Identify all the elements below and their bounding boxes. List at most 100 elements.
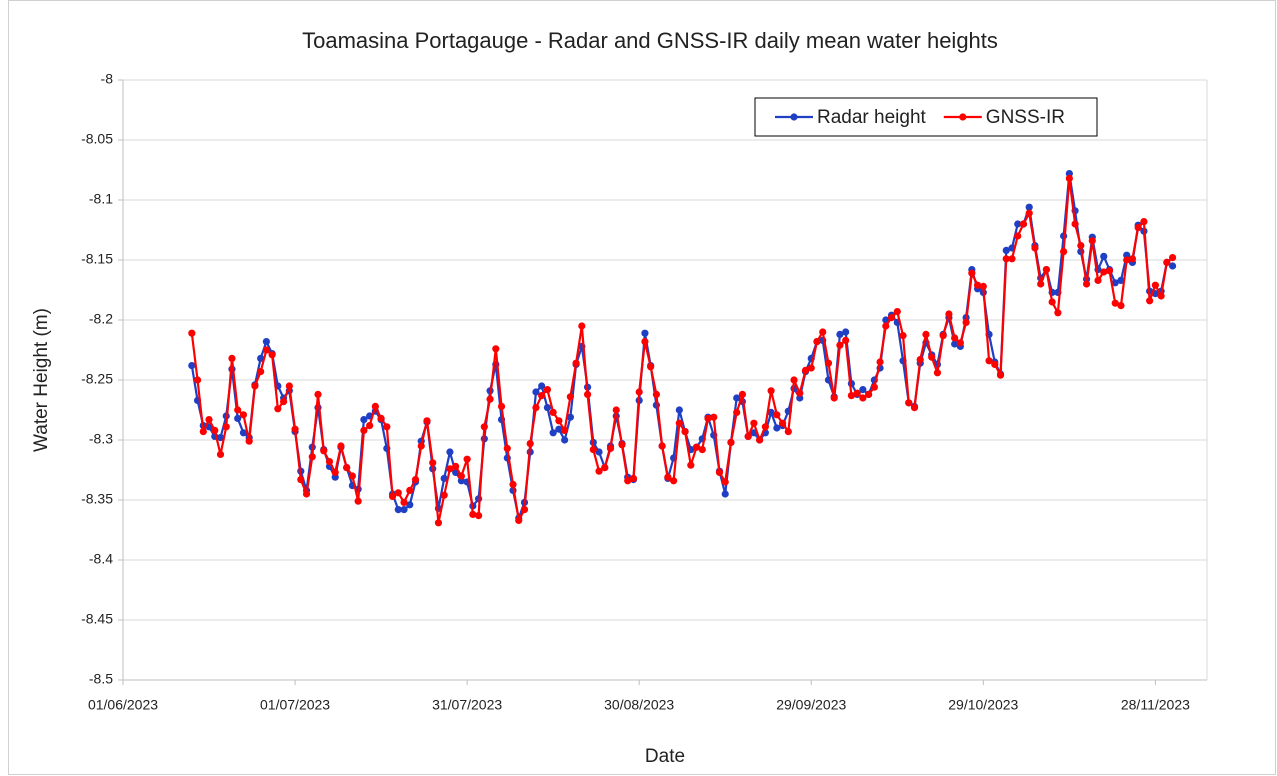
- data-point: [222, 423, 230, 431]
- data-point: [979, 282, 987, 290]
- data-point: [1088, 237, 1096, 245]
- data-point: [452, 462, 460, 470]
- data-point: [561, 426, 569, 434]
- data-point: [710, 413, 718, 421]
- data-point: [824, 359, 833, 367]
- data-point: [279, 398, 288, 406]
- data-point: [922, 330, 930, 338]
- data-point: [549, 429, 557, 437]
- data-point: [543, 386, 552, 394]
- data-point: [463, 455, 471, 463]
- data-point: [400, 498, 408, 506]
- data-point: [239, 411, 248, 419]
- data-point: [778, 419, 787, 427]
- data-point: [377, 414, 385, 422]
- y-tick-label: -8.1: [89, 191, 113, 207]
- data-point: [876, 358, 884, 366]
- data-point: [360, 416, 368, 424]
- data-point: [1100, 252, 1108, 260]
- data-point: [520, 506, 529, 514]
- data-point: [996, 371, 1005, 379]
- data-point: [612, 406, 620, 414]
- data-point: [274, 405, 282, 413]
- data-point: [228, 354, 236, 362]
- data-point: [968, 269, 976, 277]
- data-point: [635, 388, 643, 396]
- data-point: [1111, 299, 1119, 307]
- data-point: [692, 443, 701, 451]
- data-point: [549, 408, 557, 416]
- y-tick-label: -8.35: [81, 491, 113, 507]
- data-point: [400, 506, 408, 514]
- data-point: [819, 328, 827, 336]
- data-point: [807, 364, 815, 372]
- data-point: [1014, 232, 1022, 240]
- x-tick-label: 29/09/2023: [776, 697, 846, 713]
- data-point: [388, 492, 397, 500]
- data-point: [629, 474, 638, 482]
- data-point: [371, 402, 379, 410]
- data-point: [595, 448, 603, 456]
- data-point: [882, 322, 890, 330]
- data-point: [457, 472, 465, 480]
- data-point: [767, 387, 775, 395]
- data-point: [842, 336, 850, 344]
- data-point: [767, 408, 775, 416]
- x-tick-label: 31/07/2023: [432, 697, 502, 713]
- data-point: [1054, 309, 1062, 317]
- data-point: [756, 436, 764, 444]
- data-point: [515, 516, 523, 525]
- data-point: [360, 426, 368, 434]
- data-point: [796, 389, 804, 397]
- data-point: [1168, 254, 1177, 262]
- data-point: [951, 334, 959, 342]
- data-point: [1111, 279, 1119, 287]
- x-tick-label: 01/07/2023: [260, 697, 330, 713]
- data-point: [865, 390, 873, 398]
- y-tick-label: -8.45: [81, 611, 113, 627]
- data-point: [314, 390, 322, 398]
- data-point: [320, 447, 328, 455]
- legend-label: Radar height: [817, 107, 927, 128]
- data-point: [704, 414, 712, 422]
- data-point: [394, 506, 402, 514]
- data-point: [538, 382, 546, 390]
- data-point: [262, 346, 270, 354]
- data-point: [624, 477, 632, 485]
- data-point: [566, 393, 574, 401]
- data-point: [572, 359, 580, 367]
- data-point: [440, 491, 448, 499]
- data-point: [1008, 255, 1016, 263]
- data-point: [434, 519, 443, 527]
- data-point: [446, 448, 454, 456]
- data-point: [205, 416, 213, 424]
- data-point: [566, 413, 574, 421]
- y-axis-title: Water Height (m): [31, 308, 52, 452]
- data-point: [480, 423, 488, 431]
- data-point: [681, 428, 689, 436]
- y-tick-label: -8.5: [89, 671, 113, 687]
- data-point: [658, 442, 666, 450]
- data-point: [899, 332, 907, 340]
- data-point: [1002, 246, 1010, 254]
- data-point: [446, 465, 454, 473]
- x-tick-label: 30/08/2023: [604, 697, 674, 713]
- data-point: [928, 353, 936, 361]
- data-point: [985, 357, 993, 365]
- data-point: [1134, 224, 1142, 232]
- data-point: [733, 408, 741, 416]
- y-tick-label: -8.05: [81, 131, 113, 147]
- data-point: [641, 338, 649, 346]
- legend-label: GNSS-IR: [986, 107, 1065, 128]
- data-point: [991, 360, 999, 368]
- data-point: [664, 473, 672, 481]
- data-point: [216, 450, 225, 458]
- data-point: [555, 425, 563, 433]
- data-point: [1157, 292, 1165, 300]
- data-point: [893, 308, 901, 316]
- data-point: [216, 434, 225, 442]
- data-point: [738, 390, 747, 398]
- data-point: [199, 428, 207, 436]
- data-point: [847, 392, 856, 400]
- data-point: [1019, 220, 1028, 228]
